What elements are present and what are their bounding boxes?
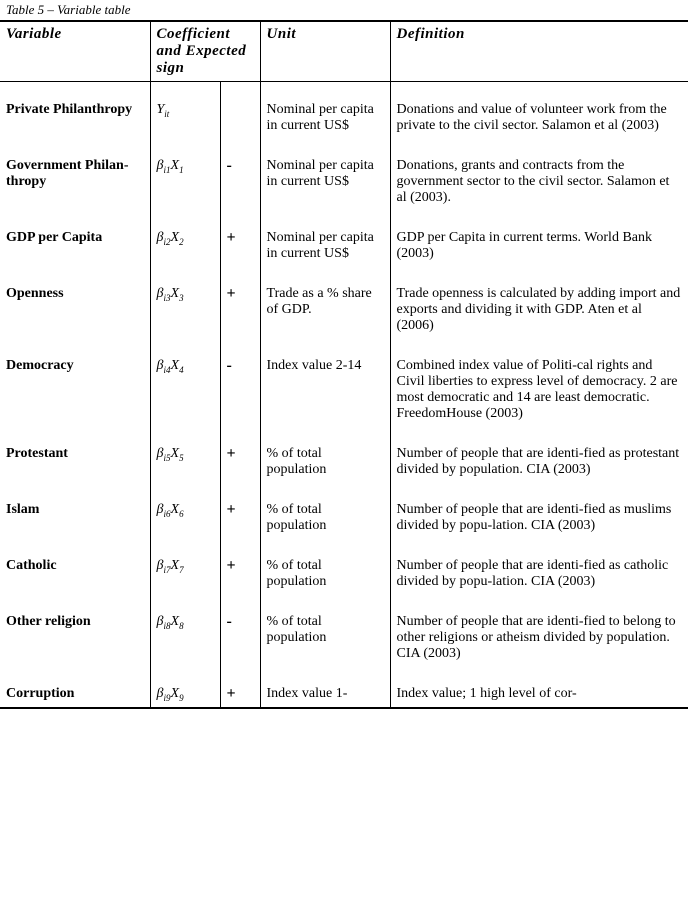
col-definition: Definition	[390, 21, 688, 82]
cell-expected-sign	[220, 98, 260, 138]
cell-definition: Donations, grants and contracts from the…	[390, 154, 688, 210]
cell-variable: GDP per Capita	[0, 226, 150, 266]
cell-variable: Catholic	[0, 554, 150, 594]
table-row: Democracyβi4X4-Index value 2-14Combined …	[0, 354, 688, 426]
col-unit: Unit	[260, 21, 390, 82]
table-row: Private PhilanthropyYit Nominal per capit…	[0, 98, 688, 138]
row-spacer	[0, 666, 688, 682]
cell-coefficient: βi7X7	[150, 554, 220, 594]
cell-expected-sign: +	[220, 282, 260, 338]
cell-coefficient: βi3X3	[150, 282, 220, 338]
cell-expected-sign: +	[220, 498, 260, 538]
col-coef-sign: Coefficient and Expected sign	[150, 21, 260, 82]
row-spacer	[0, 338, 688, 354]
cell-unit: Nominal per capita in current US$	[260, 226, 390, 266]
cell-coefficient: βi8X8	[150, 610, 220, 666]
row-spacer	[0, 210, 688, 226]
cell-definition: Number of people that are identi-fied as…	[390, 554, 688, 594]
cell-unit: Nominal per capita in current US$	[260, 154, 390, 210]
cell-definition: GDP per Capita in current terms. World B…	[390, 226, 688, 266]
cell-variable: Government Philan-thropy	[0, 154, 150, 210]
col-variable: Variable	[0, 21, 150, 82]
row-spacer	[0, 138, 688, 154]
cell-variable: Corruption	[0, 682, 150, 708]
row-spacer	[0, 82, 688, 99]
cell-unit: % of total population	[260, 610, 390, 666]
cell-variable: Protestant	[0, 442, 150, 482]
table-row: Corruptionβi9X9+Index value 1-Index valu…	[0, 682, 688, 708]
cell-coefficient: βi9X9	[150, 682, 220, 708]
cell-definition: Trade openness is calculated by adding i…	[390, 282, 688, 338]
table-row: Protestantβi5X5+% of total populationNum…	[0, 442, 688, 482]
cell-variable: Islam	[0, 498, 150, 538]
cell-unit: % of total population	[260, 442, 390, 482]
table-caption: Table 5 – Variable table	[0, 0, 688, 20]
cell-definition: Donations and value of volunteer work fr…	[390, 98, 688, 138]
table-row: Opennessβi3X3+Trade as a % share of GDP.…	[0, 282, 688, 338]
cell-coefficient: βi4X4	[150, 354, 220, 426]
table-row: Islamβi6X6+% of total populationNumber o…	[0, 498, 688, 538]
row-spacer	[0, 426, 688, 442]
cell-definition: Index value; 1 high level of cor-	[390, 682, 688, 708]
cell-unit: Index value 1-	[260, 682, 390, 708]
cell-expected-sign: +	[220, 442, 260, 482]
cell-unit: % of total population	[260, 498, 390, 538]
cell-variable: Other religion	[0, 610, 150, 666]
cell-coefficient: βi6X6	[150, 498, 220, 538]
table-row: GDP per Capitaβi2X2+Nominal per capita i…	[0, 226, 688, 266]
row-spacer	[0, 594, 688, 610]
cell-unit: Trade as a % share of GDP.	[260, 282, 390, 338]
cell-coefficient: Yit	[150, 98, 220, 138]
table-row: Catholicβi7X7+% of total populationNumbe…	[0, 554, 688, 594]
cell-coefficient: βi2X2	[150, 226, 220, 266]
cell-expected-sign: -	[220, 610, 260, 666]
cell-coefficient: βi1X1	[150, 154, 220, 210]
cell-variable: Private Philanthropy	[0, 98, 150, 138]
variable-table: Variable Coefficient and Expected sign U…	[0, 20, 688, 709]
row-spacer	[0, 266, 688, 282]
table-row: Government Philan-thropyβi1X1-Nominal pe…	[0, 154, 688, 210]
cell-definition: Number of people that are identi-fied as…	[390, 442, 688, 482]
cell-expected-sign: +	[220, 226, 260, 266]
cell-expected-sign: +	[220, 554, 260, 594]
table-row: Other religionβi8X8-% of total populatio…	[0, 610, 688, 666]
cell-unit: Nominal per capita in current US$	[260, 98, 390, 138]
cell-coefficient: βi5X5	[150, 442, 220, 482]
cell-variable: Openness	[0, 282, 150, 338]
cell-definition: Combined index value of Politi-cal right…	[390, 354, 688, 426]
row-spacer	[0, 538, 688, 554]
cell-expected-sign: +	[220, 682, 260, 708]
cell-definition: Number of people that are identi-fied as…	[390, 498, 688, 538]
cell-expected-sign: -	[220, 154, 260, 210]
cell-definition: Number of people that are identi-fied to…	[390, 610, 688, 666]
cell-unit: % of total population	[260, 554, 390, 594]
cell-variable: Democracy	[0, 354, 150, 426]
cell-expected-sign: -	[220, 354, 260, 426]
row-spacer	[0, 482, 688, 498]
cell-unit: Index value 2-14	[260, 354, 390, 426]
table-header-row: Variable Coefficient and Expected sign U…	[0, 21, 688, 82]
